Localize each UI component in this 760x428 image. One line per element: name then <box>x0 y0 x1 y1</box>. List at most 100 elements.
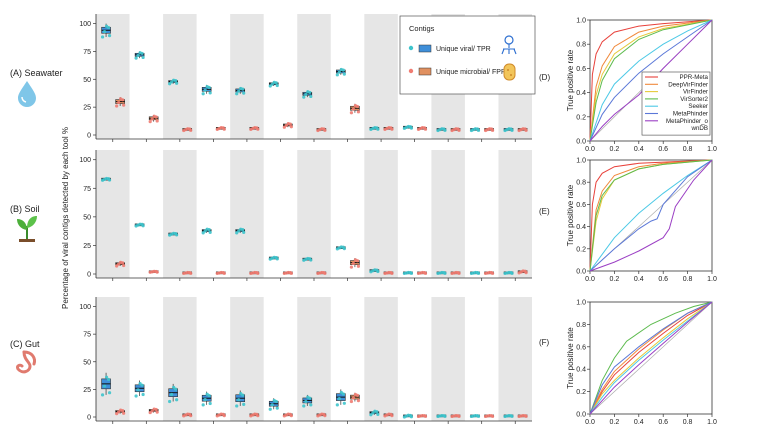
y-tick-label: 50 <box>83 359 91 366</box>
viral-point <box>134 56 138 60</box>
roc-y-axis-label: True positive rate <box>566 327 575 389</box>
viral-point <box>107 391 112 395</box>
y-tick-label: 0 <box>87 415 91 422</box>
viral-point <box>201 403 205 407</box>
x-tick-label: 0.0 <box>585 276 595 283</box>
viral-point <box>168 399 172 404</box>
viral-point <box>106 377 111 382</box>
microbial-point <box>256 271 260 275</box>
microbial-point <box>148 120 152 124</box>
microbial-point <box>387 270 391 275</box>
microbial-point <box>457 414 461 418</box>
microbial-point <box>454 127 458 131</box>
x-tick-label: 1.0 <box>707 419 717 426</box>
y-tick-label: 0.2 <box>576 114 586 121</box>
y-tick-label: 75 <box>83 186 91 193</box>
viral-point <box>102 384 107 388</box>
viral-point <box>104 176 109 181</box>
roc-frame <box>589 159 713 272</box>
viral-point <box>237 89 241 93</box>
microbial-point <box>320 412 324 416</box>
microbial-point <box>487 270 492 275</box>
roc-y-axis-label: True positive rate <box>566 49 575 111</box>
viral-point <box>275 406 279 410</box>
roc-curve-virsorter2 <box>589 159 713 272</box>
panel-b-soil-boxplot: 0 25 50 75 100 <box>79 150 532 281</box>
microbial-point <box>351 261 356 266</box>
viral-point <box>172 231 176 235</box>
x-tick-label: 0.2 <box>610 276 620 283</box>
microbial-point <box>524 271 528 275</box>
viral-point <box>304 399 308 404</box>
viral-point <box>270 403 274 407</box>
y-tick-label: 0.4 <box>576 90 586 97</box>
y-tick-label: 0.6 <box>576 202 586 209</box>
microbial-point <box>222 414 226 418</box>
viral-point <box>141 392 145 397</box>
roc-curve-ppr-meta <box>589 159 713 272</box>
roc-legend-label: MetaPhinder <box>673 111 708 118</box>
viral-point <box>175 398 179 402</box>
viral-point <box>342 401 346 405</box>
y-tick-label: 1.0 <box>576 158 586 165</box>
y-tick-label: 100 <box>79 21 91 28</box>
y-tick-label: 0.6 <box>576 344 586 351</box>
microbial-point <box>323 414 327 418</box>
viral-point <box>339 390 343 395</box>
background-band <box>96 14 130 139</box>
y-tick-label: 0.6 <box>576 66 586 73</box>
x-tick-label: 1.0 <box>707 276 717 283</box>
background-band <box>96 150 130 278</box>
background-band <box>297 14 331 139</box>
microbial-point <box>353 258 358 262</box>
viral-point <box>138 382 142 386</box>
microbial-point <box>189 414 193 418</box>
viral-point <box>141 55 145 60</box>
y-tick-label: 0.2 <box>576 246 586 253</box>
viral-point <box>107 178 112 182</box>
viral-point <box>476 271 481 275</box>
viral-point <box>409 415 414 419</box>
viral-point <box>302 404 306 408</box>
viral-point <box>309 258 313 262</box>
viral-point <box>201 92 205 96</box>
virus-icon <box>501 35 517 55</box>
roc-curve-metaphinder <box>589 159 713 272</box>
viral-point <box>339 67 343 72</box>
contigs-legend: Contigs Unique viral/ TPR Unique microbi… <box>399 15 536 95</box>
microbial-point <box>351 107 356 111</box>
viral-point <box>205 392 209 396</box>
microbial-point <box>189 128 193 132</box>
viral-point <box>510 414 514 418</box>
viral-point <box>376 269 380 274</box>
x-tick-label: 0.0 <box>585 146 595 153</box>
microbial-point <box>423 271 428 275</box>
microbial-point <box>222 127 226 131</box>
microbial-point <box>356 399 361 403</box>
x-tick-label: 0.6 <box>658 146 668 153</box>
viral-point <box>100 393 105 397</box>
viral-point <box>275 83 279 88</box>
microbial-point <box>152 269 156 273</box>
x-tick-label: 1.0 <box>707 146 717 153</box>
viral-point <box>242 91 246 95</box>
viral-point <box>510 271 514 275</box>
viral-point <box>473 270 478 275</box>
roc-curve-deepvirfinder <box>589 159 713 272</box>
microbial-point <box>119 97 123 101</box>
y-tick-label: 0.2 <box>576 389 586 396</box>
microbial-point <box>387 126 391 130</box>
viral-point <box>175 233 179 237</box>
y-tick-label: 0.8 <box>576 180 586 187</box>
microbial-point <box>521 269 525 273</box>
viral-point <box>272 80 276 85</box>
background-band <box>230 297 264 421</box>
panel-c-gut-boxplot: 0 25 50 75 100 <box>79 297 532 424</box>
microbial-point <box>349 111 354 115</box>
y-tick-label: 0.4 <box>576 224 586 231</box>
y-tick-label: 0 <box>87 272 91 279</box>
sample-label-soil: (B) Soil <box>10 204 40 214</box>
panel-e-soil-roc: 0.00.0 0.2 0.2 0.4 0.4 0.6 0.6 0.8 0.8 1.0 1.0 True… <box>566 158 717 284</box>
viral-point <box>476 414 481 418</box>
viral-point <box>136 388 140 392</box>
